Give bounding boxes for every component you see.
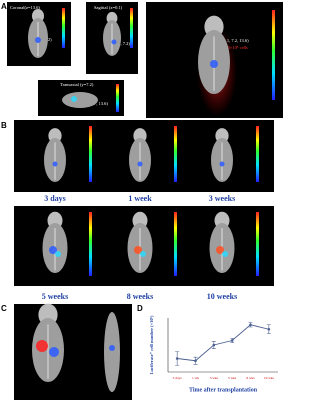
color-bar [256, 212, 259, 276]
signal-spot [109, 345, 115, 351]
panel-label: C [1, 304, 7, 313]
signal-spot [49, 246, 57, 254]
time-caption: 1 week [128, 194, 152, 203]
signal-spot [222, 251, 228, 257]
series-line [177, 324, 269, 362]
transaxial-title: Transaxial (y=7.2) [60, 82, 94, 87]
color-bar [256, 126, 259, 182]
point [230, 339, 234, 342]
color-bar [116, 84, 119, 112]
cell-count: 4.95×10⁵ cells [222, 45, 248, 50]
color-bar [272, 10, 275, 100]
signal-spot [111, 39, 117, 45]
figure: A Coronal(z=13.6) Sagittal (x=0.1) Trans… [1, 2, 283, 400]
x-tick-label: 5 wks [228, 376, 237, 380]
time-caption: 5 weeks [42, 292, 68, 301]
color-bar [174, 212, 177, 276]
side-mouse [104, 312, 120, 392]
time-caption: 8 weeks [127, 292, 153, 301]
color-bar [89, 126, 92, 182]
signal-spot [140, 251, 146, 257]
panel-label: D [137, 304, 143, 313]
time-caption: 3 weeks [209, 194, 235, 203]
color-bar [62, 8, 65, 48]
panel-label: A [1, 2, 7, 11]
x-tick-label: 8 wks [246, 376, 255, 380]
signal-spot [49, 347, 59, 357]
y-axis-title: Luciferase⁺ cell number (×10⁵) [149, 315, 154, 375]
signal-spot [36, 340, 48, 352]
transaxial-body [62, 92, 98, 108]
time-caption: 3 days [44, 194, 66, 203]
sagittal-title: Sagittal (x=0.1) [94, 5, 123, 10]
x-tick-label: 10 wks [264, 376, 275, 380]
signal-spot [35, 37, 41, 43]
coronal-title: Coronal(z=13.6) [10, 5, 40, 10]
point [194, 359, 197, 363]
signal-spot [210, 60, 218, 68]
signal-spot [219, 161, 225, 167]
x-tick-label: 3 wks [210, 376, 219, 380]
point [212, 343, 216, 347]
color-bar [174, 126, 177, 182]
signal-spot [52, 161, 58, 167]
point [249, 323, 252, 327]
time-caption: 10 weeks [207, 292, 237, 301]
transaxial-point: (0.1 , 13.6) [88, 101, 108, 107]
x-tick-label: 3 days [173, 376, 183, 380]
signal-spot [71, 96, 77, 102]
point [175, 357, 179, 360]
volume-point: (0.1, 7.2, 13.6) [222, 38, 249, 44]
signal-spot [137, 161, 143, 167]
signal-spot [134, 246, 142, 254]
signal-spot [55, 251, 61, 257]
color-bar [130, 8, 133, 48]
signal-spot [216, 246, 224, 254]
color-bar [89, 212, 92, 276]
x-axis-title: Time after transplantation [189, 387, 258, 393]
x-tick-label: 1 wk [192, 376, 199, 380]
point [267, 327, 271, 331]
panel-label: B [1, 121, 7, 130]
